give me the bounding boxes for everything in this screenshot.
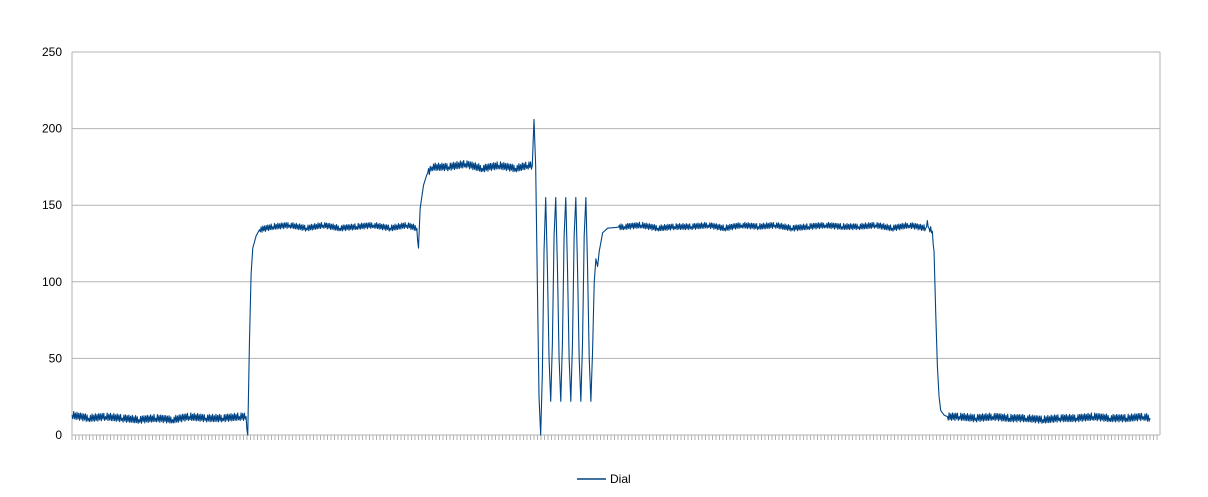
legend: Dial [577,472,631,486]
y-tick-label-200: 200 [42,122,62,136]
legend-label-dial: Dial [610,472,631,486]
series-line-dial [71,118,1151,436]
gridlines [71,51,1161,436]
x-tick-marks [71,435,1158,440]
y-tick-label-150: 150 [42,198,62,212]
y-tick-label-250: 250 [42,45,62,59]
y-tick-label-100: 100 [42,275,62,289]
y-tick-label-50: 50 [49,351,63,365]
y-tick-label-0: 0 [55,428,62,442]
x-axis-ticks [71,434,1160,440]
series-group [71,118,1151,436]
y-axis-labels: 0 50 100 150 200 250 [42,45,62,442]
